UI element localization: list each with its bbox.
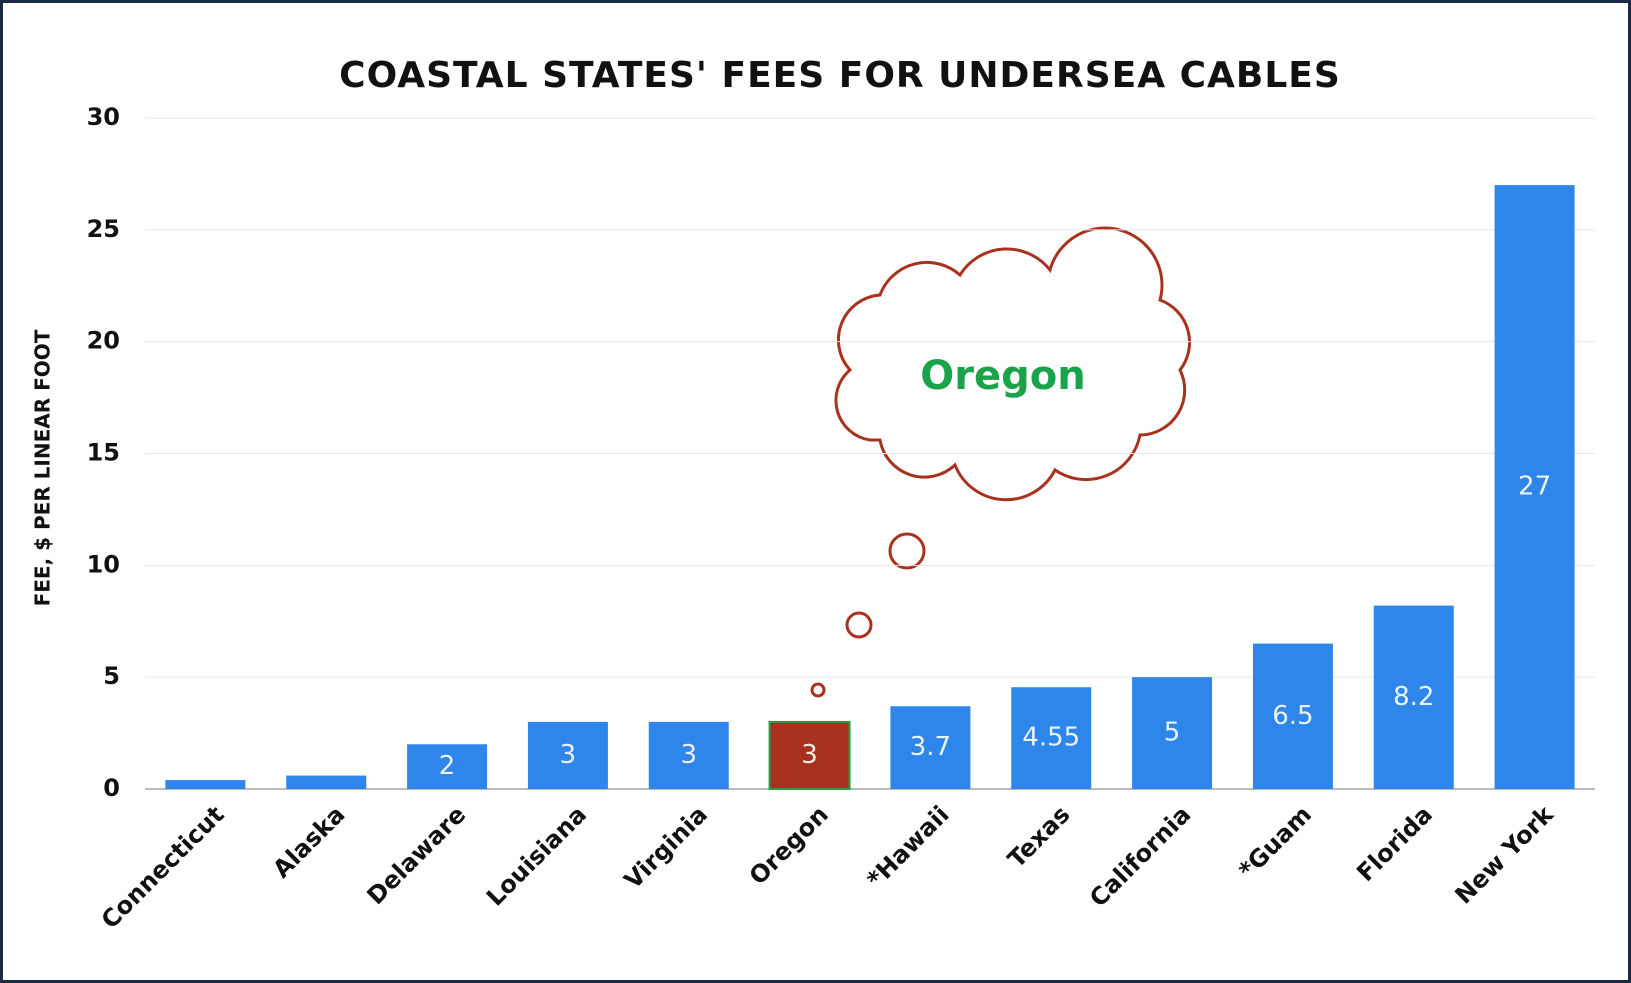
- data-label: 2: [439, 751, 456, 781]
- bar: [890, 706, 971, 789]
- y-tick-label: 5: [103, 662, 120, 690]
- data-label: 3: [801, 740, 818, 770]
- y-tick-label: 25: [87, 215, 120, 243]
- bar: [527, 721, 608, 789]
- bar: [1011, 687, 1092, 789]
- y-axis-label: FEE, $ PER LINEAR FOOT: [31, 329, 55, 606]
- cloud: [834, 226, 1192, 502]
- bar: [648, 721, 729, 789]
- y-tick-label: 0: [103, 774, 120, 802]
- bar: [1373, 605, 1454, 789]
- data-label: 27: [1518, 472, 1551, 502]
- data-label: 3: [560, 740, 577, 770]
- bar: [768, 720, 851, 791]
- bar: [1252, 643, 1333, 789]
- y-tick-label: 15: [87, 439, 120, 467]
- data-label: 6.5: [1272, 701, 1313, 731]
- bar: [1132, 677, 1213, 789]
- y-tick-label: 30: [87, 103, 120, 131]
- bar: [165, 780, 246, 789]
- data-label: 3.7: [910, 732, 951, 762]
- bar: [407, 744, 488, 789]
- annotation: Oregon: [920, 353, 1085, 399]
- bar: [1494, 185, 1575, 790]
- y-tick-label: 20: [87, 327, 120, 355]
- data-label: 5: [1164, 718, 1181, 748]
- cloud-bubble: [888, 532, 926, 570]
- thought-cloud: [810, 226, 1192, 698]
- data-label: 8.2: [1393, 682, 1434, 712]
- data-label: 4.55: [1022, 723, 1080, 753]
- y-tick-label: 10: [87, 550, 120, 578]
- chart-title: COASTAL STATES' FEES FOR UNDERSEA CABLES: [339, 55, 1341, 96]
- cloud-bubble: [845, 611, 873, 639]
- cloud-bubble: [810, 682, 826, 698]
- bar: [286, 775, 367, 789]
- data-label: 3: [680, 740, 697, 770]
